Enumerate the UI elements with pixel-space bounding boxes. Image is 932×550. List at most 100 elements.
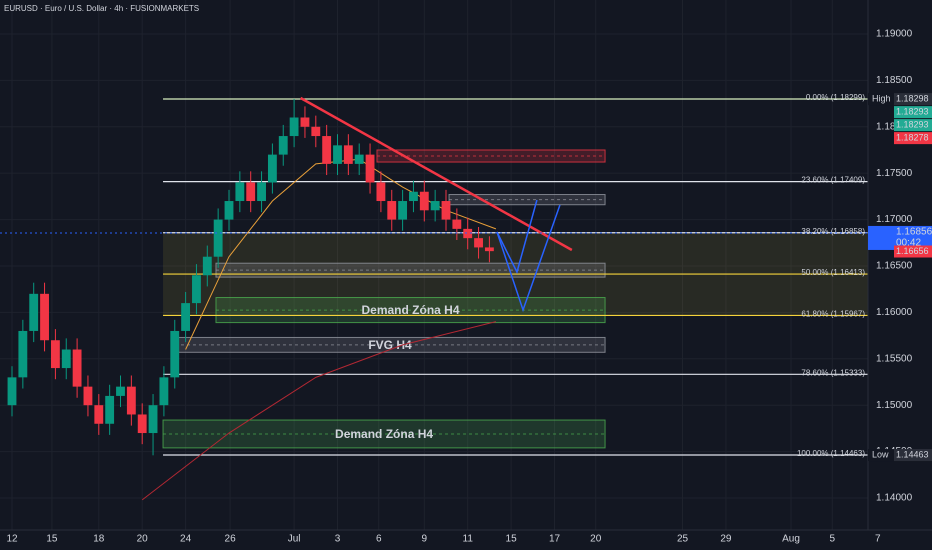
candle-body	[463, 228, 473, 239]
y-tick-label: 1.16500	[876, 261, 913, 272]
fib-label: 0.00% (1.18299)	[806, 93, 865, 102]
candle-body	[126, 386, 136, 415]
candle-body	[257, 182, 266, 202]
candle-body	[278, 136, 288, 155]
price-tag-label: 1.18298	[896, 93, 929, 103]
price-tag-label: 1.18278	[896, 132, 929, 142]
zone-label: FVG H4	[368, 338, 412, 352]
fib-label: 38.20% (1.16858)	[801, 227, 865, 236]
projection	[496, 199, 538, 275]
candle-body	[333, 145, 342, 164]
price-tag-label: 1.16856	[896, 227, 932, 238]
x-tick-label: 20	[137, 534, 149, 545]
projection	[496, 204, 561, 313]
y-tick-label: 1.14000	[876, 493, 913, 504]
candle-body	[387, 201, 397, 220]
fib-label: 23.60% (1.17409)	[801, 176, 865, 185]
x-tick-label: Aug	[782, 534, 800, 545]
x-tick-label: 20	[590, 534, 602, 545]
fib-label: 50.00% (1.16413)	[801, 268, 865, 277]
candle-body	[322, 136, 332, 164]
price-tag-label: 1.18293	[896, 106, 929, 116]
x-tick-label: 15	[506, 534, 518, 545]
x-tick-label: 15	[46, 534, 58, 545]
x-tick-label: 9	[422, 534, 428, 545]
countdown: 00:42	[896, 238, 921, 249]
candle-body	[181, 303, 191, 331]
candle-body	[409, 191, 418, 202]
candle-body	[213, 219, 223, 257]
candle-body	[148, 405, 158, 434]
candle-body	[398, 201, 408, 220]
candle-body	[116, 386, 125, 396]
chart-title: EURUSD · Euro / U.S. Dollar · 4h · FUSIO…	[4, 4, 199, 13]
candle-body	[7, 377, 17, 406]
x-tick-label: 7	[875, 534, 881, 545]
candle-body	[61, 349, 71, 369]
price-tag-label: 1.18293	[896, 119, 929, 129]
candle-body	[18, 330, 28, 378]
candle-body	[474, 238, 483, 248]
candle-body	[484, 247, 494, 252]
candle-body	[159, 377, 169, 406]
candle-body	[354, 154, 364, 164]
y-tick-label: 1.15000	[876, 400, 913, 411]
candle-body	[267, 154, 277, 183]
price-tag-label: 1.16656	[896, 246, 929, 256]
candle-body	[50, 340, 60, 369]
price-tag	[894, 245, 932, 258]
candle-body	[83, 386, 93, 406]
x-tick-label: 3	[335, 534, 341, 545]
candle-body	[202, 256, 212, 276]
y-tick-label: 1.17000	[876, 214, 913, 225]
price-tag-name-bg	[868, 449, 894, 462]
x-tick-label: 12	[6, 534, 18, 545]
price-tag-name-bg	[868, 93, 894, 106]
candle-body	[419, 191, 429, 211]
candle-body	[365, 154, 375, 183]
candle-body	[192, 275, 201, 304]
candle-body	[105, 395, 115, 424]
candle-body	[452, 219, 462, 229]
candle-body	[289, 117, 299, 137]
price-tag-name: High	[872, 93, 891, 103]
candle-body	[343, 145, 353, 164]
x-tick-label: 11	[463, 534, 474, 545]
y-tick-label: 1.16000	[876, 307, 913, 318]
price-tag	[894, 119, 932, 132]
candle-body	[40, 293, 49, 341]
trendline	[299, 96, 573, 252]
y-tick-label: 1.15500	[876, 353, 913, 364]
fib-label: 100.00% (1.14463)	[797, 449, 865, 458]
price-tag	[894, 449, 932, 462]
candle-body	[300, 117, 310, 127]
x-tick-label: 18	[93, 534, 105, 545]
candle-body	[72, 349, 82, 387]
y-tick-label: 1.18500	[876, 75, 913, 86]
candle-body	[235, 182, 245, 202]
plot: Demand Zóna H4 FVG H4 Demand Zóna H4 0.00% …	[0, 0, 879, 530]
x-tick-label: 25	[677, 534, 689, 545]
y-tick-label: 1.17500	[876, 168, 913, 179]
x-tick-label: 29	[720, 534, 732, 545]
x-tick-label: 5	[829, 534, 835, 545]
candle-body	[376, 182, 386, 202]
candle-body	[137, 414, 147, 434]
price-tag	[894, 132, 932, 145]
x-tick-label: 6	[376, 534, 382, 545]
fib-label: 61.80% (1.15967)	[801, 310, 865, 319]
zone-label: Demand Zóna H4	[362, 303, 460, 317]
candle-body	[224, 201, 234, 220]
candle-body	[170, 330, 180, 378]
candle-body	[441, 201, 451, 220]
candle-body	[430, 201, 440, 211]
price-tag	[894, 93, 932, 106]
price-tag-label: 1.14463	[896, 449, 929, 459]
x-tick-label: 17	[549, 534, 561, 545]
price-tag	[894, 106, 932, 119]
candle-body	[29, 293, 39, 331]
candle-body	[94, 405, 104, 424]
x-tick-label: 26	[225, 534, 237, 545]
moving-average	[141, 321, 497, 501]
